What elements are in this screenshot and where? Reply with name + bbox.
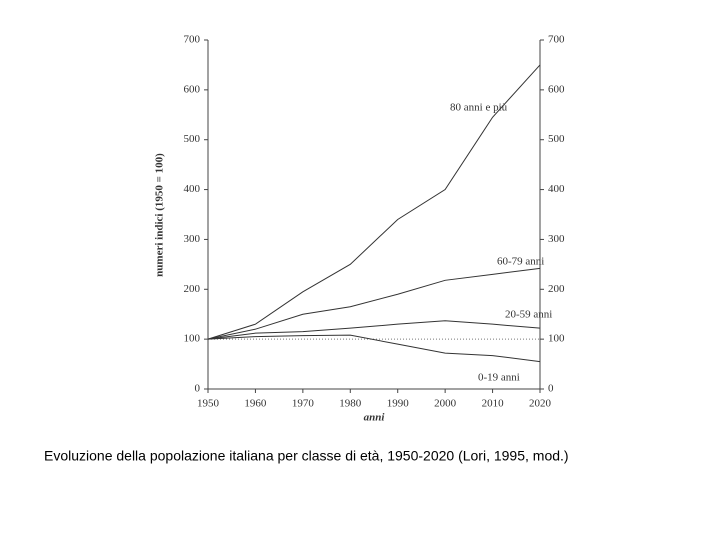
series-label: 80 anni e più: [450, 102, 508, 114]
y-tick-label: 600: [184, 83, 201, 95]
x-tick-label: 1980: [339, 398, 362, 410]
y2-tick-label: 0: [548, 383, 554, 395]
y2-tick-label: 400: [548, 183, 565, 195]
y2-tick-label: 200: [548, 283, 565, 295]
series-label: 20-59 anni: [505, 309, 552, 321]
y2-tick-label: 600: [548, 83, 565, 95]
x-tick-label: 2020: [529, 398, 552, 410]
series-line: [207, 320, 541, 340]
y-tick-label: 500: [184, 133, 201, 145]
x-axis-label: anni: [364, 412, 386, 424]
y-tick-label: 100: [184, 333, 201, 345]
series-line: [207, 334, 541, 363]
y-tick-label: 400: [184, 183, 201, 195]
x-tick-label: 1960: [244, 398, 267, 410]
x-tick-label: 2000: [434, 398, 457, 410]
x-tick-label: 1990: [387, 398, 410, 410]
y2-tick-label: 300: [548, 233, 565, 245]
y2-tick-label: 700: [548, 34, 565, 46]
x-tick-label: 2010: [482, 398, 505, 410]
x-tick-label: 1970: [292, 398, 315, 410]
y-axis-label: numeri indici (1950 = 100): [154, 153, 166, 277]
series-label: 0-19 anni: [478, 372, 520, 384]
y-tick-label: 700: [184, 34, 201, 46]
y-tick-label: 300: [184, 233, 201, 245]
y2-tick-label: 100: [548, 333, 565, 345]
series-line: [207, 64, 541, 340]
series-line: [207, 267, 541, 340]
y2-tick-label: 500: [548, 133, 565, 145]
caption: Evoluzione della popolazione italiana pe…: [44, 448, 569, 464]
y-tick-label: 200: [184, 283, 201, 295]
x-tick-label: 1950: [197, 398, 220, 410]
series-label: 60-79 anni: [497, 256, 544, 268]
y-tick-label: 0: [195, 383, 201, 395]
